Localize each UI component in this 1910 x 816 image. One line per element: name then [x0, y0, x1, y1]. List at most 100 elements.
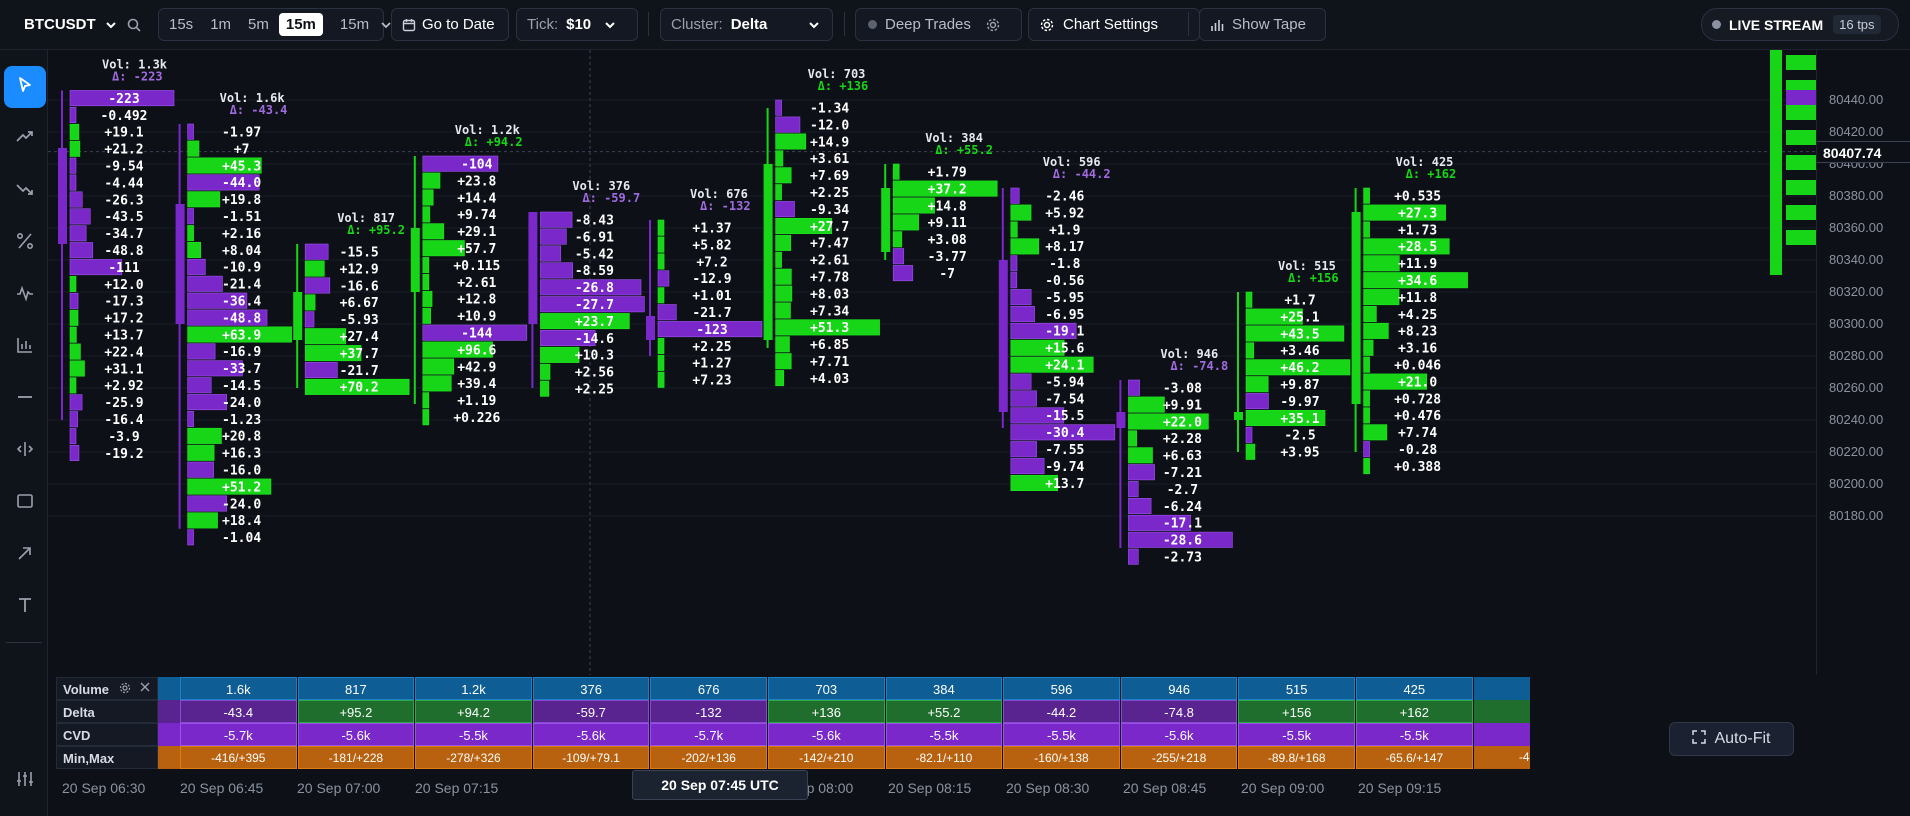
cvd-partial-cell	[1473, 723, 1530, 746]
footprint-level-value: +9.91	[1163, 398, 1202, 413]
footprint-level-value: +31.1	[104, 362, 143, 377]
footprint-level-bar	[422, 392, 430, 409]
footprint-level-bar	[1245, 426, 1253, 443]
footprint-level-bar	[540, 211, 573, 228]
tool-settings[interactable]	[4, 760, 46, 802]
footprint-level-bar	[187, 512, 218, 529]
footprint-level-value: +42.9	[457, 360, 496, 375]
volume-cell: 425	[1356, 677, 1473, 700]
footprint-level-value: -7.54	[1045, 392, 1084, 407]
footprint-level-value: -16.4	[104, 413, 143, 428]
footprint-level-bar	[69, 191, 83, 208]
search-icon[interactable]	[126, 17, 142, 33]
settings-sliders-icon	[15, 769, 35, 794]
footprint-level-value: +1.73	[1398, 223, 1437, 238]
auto-fit-button[interactable]: Auto-Fit	[1669, 722, 1794, 756]
tool-text[interactable]	[4, 586, 46, 628]
footprint-level-value: -0.56	[1045, 274, 1084, 289]
gear-icon[interactable]	[119, 682, 131, 697]
tool-percent[interactable]	[4, 222, 46, 264]
live-stream-indicator[interactable]: LIVE STREAM 16 tps	[1701, 8, 1899, 41]
tool-cursor[interactable]	[4, 66, 46, 108]
show-tape-button[interactable]: Show Tape	[1199, 8, 1326, 41]
price-tick-label: 80200.00	[1829, 476, 1884, 491]
footprint-level-value: +3.95	[1280, 446, 1319, 461]
footprint-level-value: +51.3	[810, 321, 849, 336]
footprint-level-value: +11.8	[1398, 291, 1437, 306]
footprint-level-bar	[69, 157, 77, 174]
timeframe-15s[interactable]: 15s	[169, 16, 194, 33]
footprint-level-value: +0.115	[453, 259, 500, 274]
footprint-level-bar	[1128, 396, 1165, 413]
go-to-date-button[interactable]: Go to Date	[391, 8, 509, 41]
cluster-volume-label: Vol: 425	[1396, 155, 1454, 169]
footprint-level-bar	[422, 257, 430, 274]
footprint-level-value: +7.69	[810, 169, 849, 184]
volume-partial-cell	[1473, 677, 1530, 700]
volume-row-label: Volume	[56, 677, 158, 700]
price-axis[interactable]: 80440.00 80420.00 80400.00 80380.00 80360.00…	[1816, 50, 1910, 675]
chart-settings-button[interactable]: Chart Settings	[1028, 8, 1200, 41]
footprint-level-value: +2.25	[692, 340, 731, 355]
tool-horizontal-line[interactable]	[4, 378, 46, 420]
deep-trades-toggle[interactable]: Deep Trades	[855, 8, 1022, 41]
footprint-level-bar	[775, 285, 793, 302]
tool-trend-down[interactable]	[4, 170, 46, 212]
time-axis[interactable]: 20 Sep 06:30 20 Sep 06:45 20 Sep 07:00 20 S…	[56, 768, 1816, 816]
footprint-level-bar	[422, 375, 452, 392]
tool-divider	[6, 642, 42, 643]
tool-trend-up[interactable]	[4, 118, 46, 160]
tick-label: Tick:	[527, 16, 559, 33]
footprint-level-value: +28.5	[1398, 240, 1437, 255]
tool-arrow[interactable]	[4, 534, 46, 576]
calendar-icon	[402, 18, 416, 32]
timeframe-15m[interactable]: 15m	[278, 13, 323, 36]
footprint-level-value: -21.4	[222, 278, 261, 293]
footprint-level-value: +27.7	[810, 220, 849, 235]
tool-bar-chart[interactable]	[4, 326, 46, 368]
live-level-bar	[1786, 105, 1816, 120]
current-price-label: 80407.74	[1817, 140, 1910, 163]
close-icon[interactable]	[139, 681, 151, 696]
footprint-plot[interactable]: Vol: 1.3kΔ: -223 -223 -0.492 +19.1 +21.2 -9.5…	[48, 50, 1816, 675]
tool-rectangle[interactable]	[4, 482, 46, 524]
footprint-level-value: +1.19	[457, 394, 496, 409]
footprint-level-value: +23.7	[575, 315, 614, 330]
timeframe-5m[interactable]: 5m	[248, 16, 269, 33]
timeframe-1m[interactable]: 1m	[210, 16, 232, 33]
tick-size-selector[interactable]: Tick: $10	[516, 8, 638, 41]
tool-measure[interactable]	[4, 430, 46, 472]
footprint-level-value: +14.9	[810, 135, 849, 150]
footprint-level-value: -24.0	[222, 396, 261, 411]
footprint-level-value: +0.046	[1394, 359, 1441, 374]
gear-icon[interactable]	[985, 17, 1001, 33]
footprint-level-value: -12.0	[810, 118, 849, 133]
symbol-selector[interactable]: BTCUSDT	[10, 8, 152, 41]
cluster-delta-label: Δ: +55.2	[935, 143, 993, 157]
footprint-level-value: +1.01	[692, 289, 731, 304]
footprint-level-bar	[187, 461, 214, 478]
footprint-level-value: +8.04	[222, 244, 261, 259]
footprint-level-value: +34.6	[1398, 274, 1437, 289]
footprint-level-value: +5.92	[1045, 206, 1084, 221]
footprint-level-value: +0.728	[1394, 392, 1441, 407]
volume-cell: 1.2k	[415, 677, 532, 700]
timeframe-dropdown[interactable]: 15m	[339, 16, 370, 33]
volume-label: Volume	[63, 682, 109, 697]
footprint-level-bar	[1363, 339, 1374, 356]
footprint-level-bar	[1128, 531, 1233, 548]
footprint-level-bar	[69, 377, 77, 394]
chevron-down-icon[interactable]	[379, 18, 393, 32]
cluster-delta-label: Δ: -59.7	[582, 191, 640, 205]
footprint-chart[interactable]: Vol: 1.3k Δ: -223 -223 -0.492 +19.1 +21.2 -9.5…	[48, 50, 1910, 816]
cluster-mode-selector[interactable]: Cluster: Delta	[660, 8, 833, 41]
cluster-delta-label: Δ: -74.8	[1170, 359, 1228, 373]
cluster-delta-label: Δ: +162	[1406, 167, 1457, 181]
footprint-level-value: +10.9	[457, 310, 496, 325]
footprint-level-bar	[69, 208, 91, 225]
footprint-level-bar	[775, 99, 782, 116]
tool-pulse[interactable]	[4, 274, 46, 316]
chevron-down-icon	[603, 18, 617, 32]
cluster-volume-label: Vol: 703	[808, 67, 866, 81]
cluster-volume-label: Vol: 384	[925, 131, 983, 145]
